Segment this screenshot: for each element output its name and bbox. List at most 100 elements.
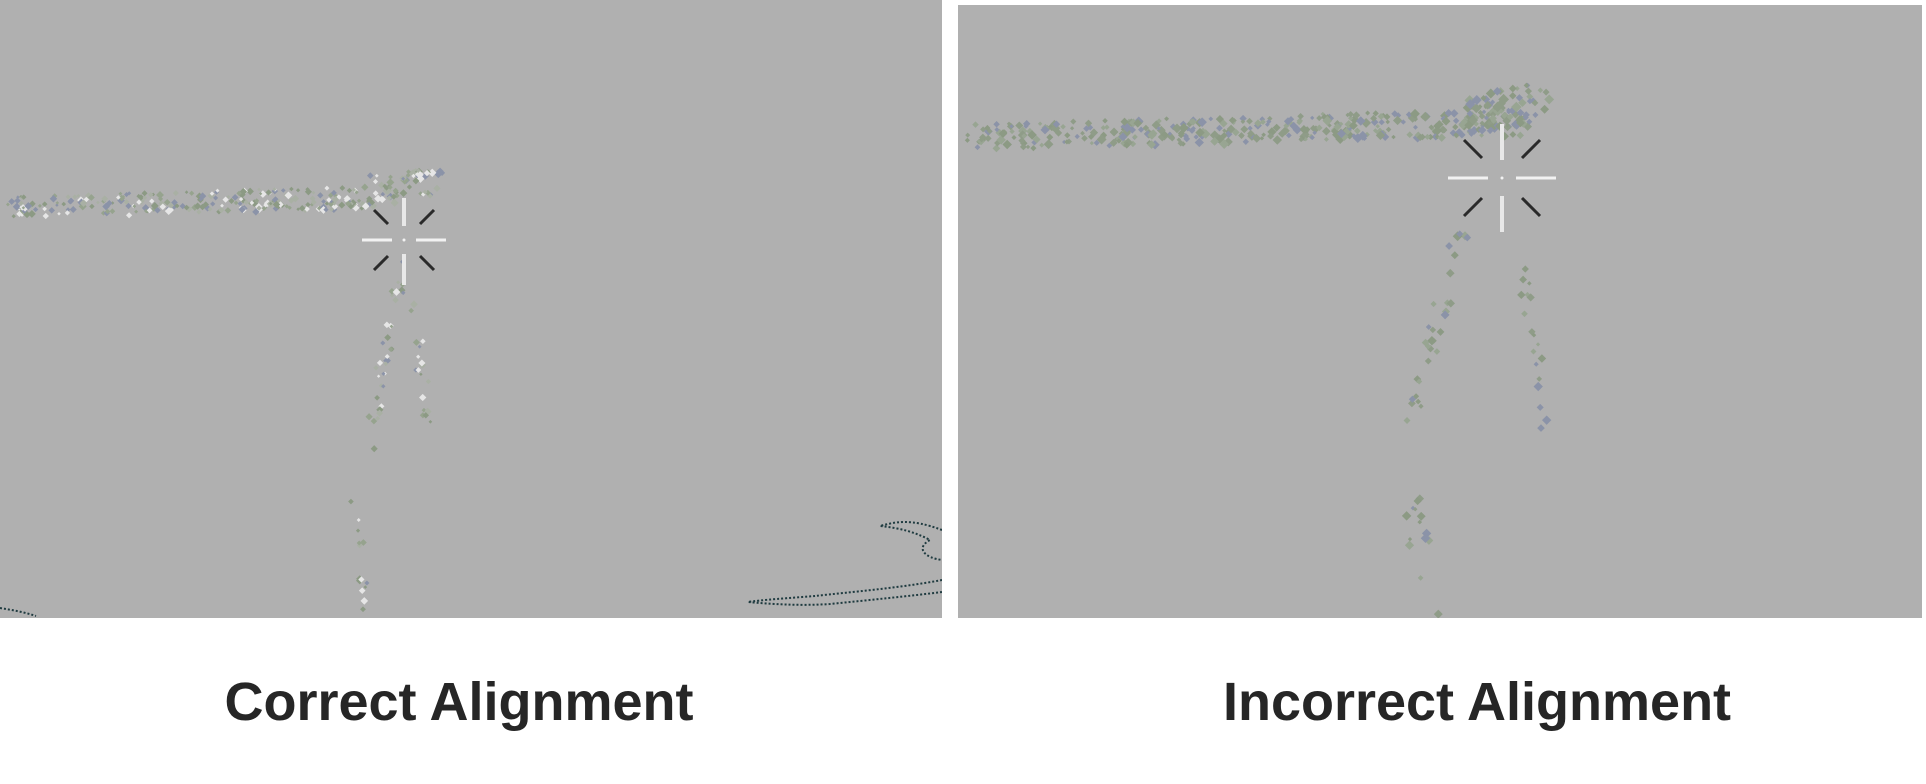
point-cloud-point: [418, 359, 426, 367]
point-cloud-point: [1537, 424, 1545, 432]
point-cloud-point: [1542, 415, 1552, 425]
point-cloud-point: [104, 208, 111, 215]
point-cloud-point: [1254, 119, 1262, 128]
point-cloud-point: [1469, 126, 1479, 135]
point-cloud-point: [1272, 123, 1281, 132]
point-cloud-point: [376, 409, 383, 417]
point-cloud-point: [1416, 378, 1423, 385]
point-cloud-point: [381, 371, 386, 376]
point-cloud-point: [1161, 130, 1169, 139]
point-cloud-point: [433, 184, 441, 192]
point-cloud-point: [65, 194, 71, 200]
point-cloud-point: [360, 539, 367, 546]
point-cloud-point: [1219, 119, 1228, 128]
point-cloud-point: [1519, 275, 1527, 284]
point-cloud-point: [42, 206, 47, 212]
point-cloud-point: [11, 214, 16, 219]
ground-contour-lines: [0, 521, 942, 617]
point-cloud-point: [1408, 395, 1417, 403]
point-cloud-point: [383, 361, 389, 367]
point-cloud-point: [1449, 109, 1459, 118]
point-cloud-point: [132, 204, 137, 209]
point-cloud-point: [304, 206, 310, 212]
point-cloud-point: [1303, 136, 1308, 142]
point-cloud-point: [392, 187, 399, 194]
point-cloud-point: [1372, 110, 1379, 117]
point-cloud-point: [1455, 128, 1463, 136]
point-cloud-point: [207, 206, 213, 212]
point-cloud-point: [370, 445, 378, 453]
point-cloud-point: [127, 191, 132, 196]
point-cloud-point: [428, 419, 433, 424]
point-cloud-point: [384, 354, 390, 360]
point-cloud-point: [331, 195, 339, 204]
point-cloud-point: [1424, 357, 1432, 365]
point-cloud-point: [79, 199, 88, 207]
point-cloud-point: [405, 172, 411, 178]
point-cloud-point: [238, 196, 244, 202]
point-cloud-point: [215, 188, 220, 193]
point-cloud-point: [1486, 120, 1492, 126]
point-cloud-point: [328, 201, 334, 208]
point-cloud-point: [168, 202, 175, 209]
point-cloud-point: [1509, 131, 1517, 138]
point-cloud-point: [400, 290, 406, 296]
point-cloud-point: [89, 203, 95, 210]
point-cloud-point: [158, 196, 164, 202]
point-cloud-point: [149, 198, 155, 204]
point-cloud-point: [272, 187, 277, 192]
point-cloud-point: [1354, 127, 1361, 135]
point-cloud-point: [406, 169, 411, 175]
point-cloud-point: [415, 367, 422, 373]
point-cloud-point: [336, 194, 342, 200]
point-cloud-point: [1365, 110, 1371, 116]
point-cloud-point: [425, 378, 432, 385]
point-cloud-point: [1046, 133, 1054, 141]
point-cloud-point: [101, 195, 109, 203]
point-cloud-point: [372, 190, 379, 197]
point-cloud-point: [194, 202, 202, 210]
point-cloud-point: [261, 206, 267, 212]
point-cloud-point: [184, 190, 189, 194]
point-cloud-point: [238, 205, 246, 214]
point-cloud-point: [1040, 125, 1050, 135]
point-cloud-point: [1210, 137, 1219, 146]
point-cloud-point: [305, 187, 310, 192]
point-cloud-point: [1504, 122, 1510, 128]
point-cloud-point: [1298, 136, 1304, 143]
point-cloud-point: [360, 606, 366, 613]
point-cloud-point: [1420, 533, 1431, 543]
point-cloud-point: [339, 185, 346, 191]
point-cloud-point: [417, 344, 422, 349]
point-cloud-point: [1391, 110, 1399, 118]
point-cloud-point: [116, 195, 121, 200]
point-cloud-point: [1516, 118, 1525, 128]
point-cloud-point: [1524, 87, 1533, 95]
correct-alignment-caption: Correct Alignment: [224, 672, 694, 732]
point-cloud-point: [388, 174, 393, 180]
point-cloud-point: [424, 407, 431, 414]
point-cloud-point: [1533, 381, 1543, 392]
incorrect-alignment-point-cloud: [958, 5, 1922, 618]
correct-alignment-image: [0, 0, 942, 618]
point-cloud-point: [268, 201, 273, 206]
point-cloud-point: [172, 190, 179, 197]
point-cloud-point: [1433, 348, 1441, 355]
point-cloud-point: [121, 195, 125, 199]
point-cloud-point: [55, 201, 60, 205]
point-cloud-point: [355, 528, 361, 533]
point-cloud-point: [198, 192, 207, 200]
point-cloud-point: [277, 201, 284, 208]
point-cloud-point: [243, 199, 249, 205]
point-cloud-point: [69, 205, 77, 214]
point-cloud-point: [236, 190, 242, 196]
point-cloud-point: [1492, 86, 1502, 96]
point-cloud-point: [254, 198, 260, 204]
point-cloud-point: [65, 207, 71, 212]
point-cloud-point: [373, 365, 379, 371]
point-cloud-point: [49, 195, 58, 203]
point-cloud-point: [965, 132, 971, 138]
point-cloud-point: [288, 197, 295, 204]
point-cloud-point: [326, 197, 332, 203]
point-cloud-point: [134, 209, 139, 214]
